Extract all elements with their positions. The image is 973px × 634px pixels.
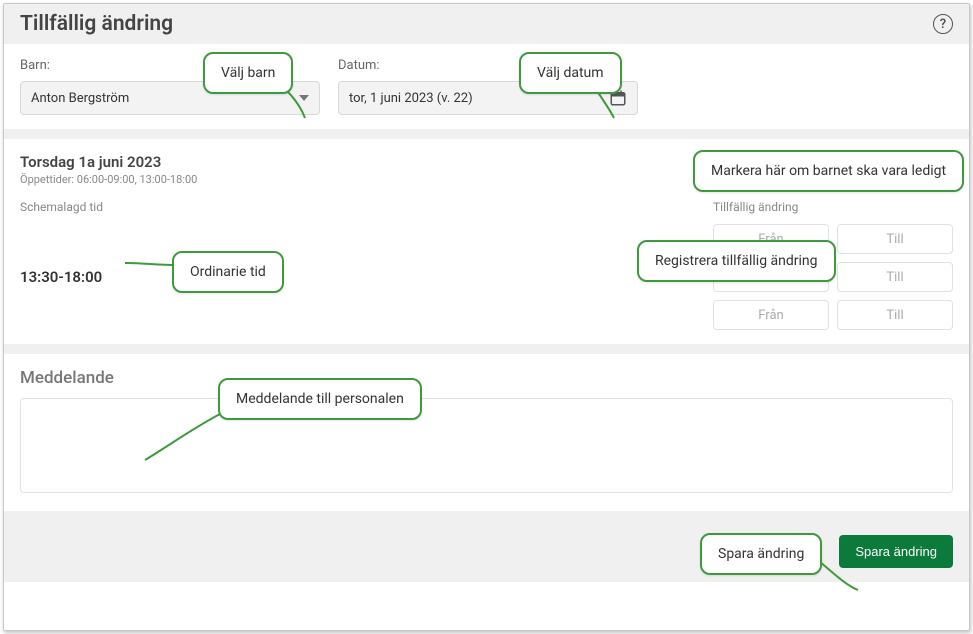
ledig-label: Ledig (895, 160, 929, 176)
save-button[interactable]: Spara ändring (839, 535, 953, 568)
day-section: Torsdag 1a juni 2023 Öppettider: 06:00-0… (4, 139, 969, 344)
time-to-input[interactable]: Till (837, 262, 953, 292)
selectors-section: Barn: Anton Bergström Datum: tor, 1 juni… (4, 44, 969, 129)
ledig-toggle[interactable]: Ledig (895, 159, 953, 177)
time-pair: Från Till (713, 224, 953, 254)
child-field-group: Barn: Anton Bergström (20, 58, 320, 115)
chevron-down-icon (299, 95, 309, 101)
message-title: Meddelande (20, 368, 953, 388)
change-header: Tillfällig ändring (713, 200, 953, 214)
date-field-group: Datum: tor, 1 juni 2023 (v. 22) (338, 58, 638, 115)
day-title: Torsdag 1a juni 2023 (20, 153, 197, 171)
page-title: Tillfällig ändring (20, 12, 173, 36)
help-icon[interactable]: ? (933, 14, 953, 34)
footer-bar: Spara ändring (4, 521, 969, 582)
time-inputs-column: Från Till Från Till Från Till (713, 224, 953, 330)
message-textarea[interactable] (20, 398, 953, 493)
date-picker[interactable]: tor, 1 juni 2023 (v. 22) (338, 81, 638, 115)
time-from-input[interactable]: Från (713, 300, 829, 330)
time-to-input[interactable]: Till (837, 224, 953, 254)
opening-hours: Öppettider: 06:00-09:00, 13:00-18:00 (20, 173, 197, 186)
date-label: Datum: (338, 58, 638, 73)
time-to-input[interactable]: Till (837, 300, 953, 330)
child-select-value: Anton Bergström (31, 91, 129, 106)
day-info: Torsdag 1a juni 2023 Öppettider: 06:00-0… (20, 153, 197, 186)
message-section: Meddelande (4, 354, 969, 511)
scheduled-header: Schemalagd tid (20, 200, 103, 214)
scheduled-time: 13:30-18:00 (20, 268, 102, 286)
child-select[interactable]: Anton Bergström (20, 81, 320, 115)
date-value: tor, 1 juni 2023 (v. 22) (349, 91, 473, 106)
time-pair: Från Till (713, 262, 953, 292)
time-entry-row: 13:30-18:00 Från Till Från Till Från Till (20, 224, 953, 330)
header-bar: Tillfällig ändring ? (4, 4, 969, 44)
calendar-icon (609, 89, 627, 107)
time-pair: Från Till (713, 300, 953, 330)
time-from-input[interactable]: Från (713, 262, 829, 292)
dialog-frame: Tillfällig ändring ? Barn: Anton Bergstr… (3, 3, 970, 631)
child-label: Barn: (20, 58, 320, 73)
time-from-input[interactable]: Från (713, 224, 829, 254)
ledig-checkbox[interactable] (935, 159, 953, 177)
